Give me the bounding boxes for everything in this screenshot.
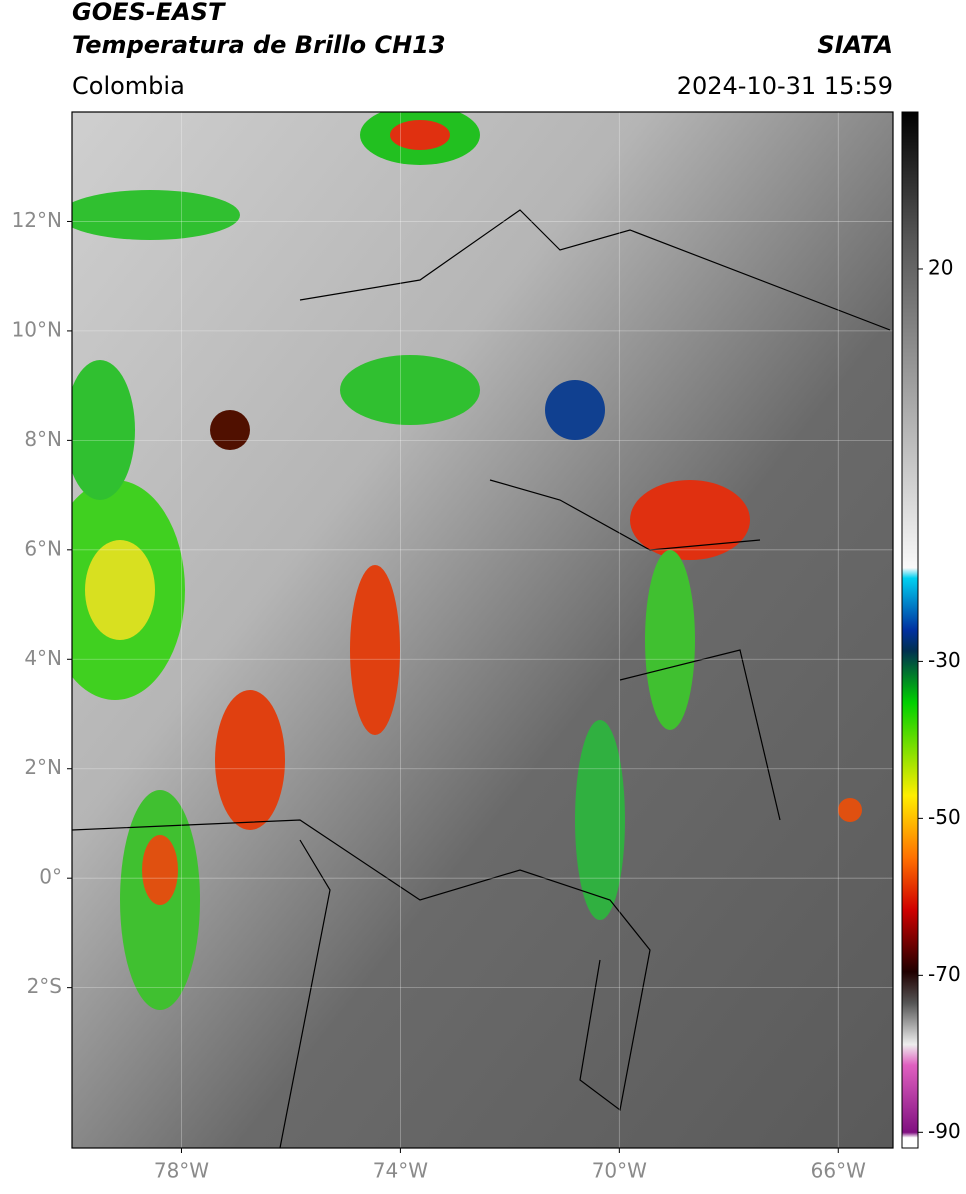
x-tick-label: 74°W (373, 1159, 428, 1183)
cloud (215, 690, 285, 830)
y-tick-label: 12°N (12, 208, 62, 232)
plot-frame (71, 111, 894, 1149)
region: Colombia (72, 72, 185, 100)
colorbar-tick-label: -30 (928, 648, 961, 672)
borders (72, 209, 891, 1148)
cloud (85, 540, 155, 640)
x-tick-label: 70°W (592, 1159, 647, 1183)
x-tick-label: 66°W (811, 1159, 866, 1183)
y-tick-label: 4°N (24, 646, 62, 670)
y-tick-label: 0° (39, 865, 62, 889)
grid (72, 112, 893, 1148)
cloud (72, 190, 240, 240)
cloud (210, 410, 250, 450)
y-tick-label: 2°N (24, 755, 62, 779)
y-tick-label: 10°N (12, 317, 62, 341)
colorbar-tick-label: -70 (928, 962, 961, 986)
y-tick-label: 2°S (27, 974, 62, 998)
cloud (575, 720, 625, 920)
cloud (142, 835, 178, 905)
source: SIATA (817, 31, 893, 59)
colorbar-tick-label: -50 (928, 805, 961, 829)
cloud (630, 480, 750, 560)
y-tick-label: 6°N (24, 536, 62, 560)
cloud (340, 355, 480, 425)
title: GOES-EAST (72, 0, 226, 26)
colorbar-tick-label: -90 (928, 1119, 961, 1143)
cloud (350, 565, 400, 735)
satellite-image (72, 112, 893, 1148)
colorbar-tick-label: 20 (928, 255, 953, 279)
cloud (545, 380, 605, 440)
cloud (72, 360, 135, 500)
subtitle: Temperatura de Brillo CH13 (72, 31, 446, 59)
y-tick-label: 8°N (24, 427, 62, 451)
cloud (390, 120, 450, 150)
cloud (838, 798, 862, 822)
timestamp: 2024-10-31 15:59 (677, 72, 893, 100)
background (72, 112, 893, 1148)
colorbar (901, 111, 919, 1149)
cloud (645, 550, 695, 730)
x-tick-label: 78°W (154, 1159, 209, 1183)
